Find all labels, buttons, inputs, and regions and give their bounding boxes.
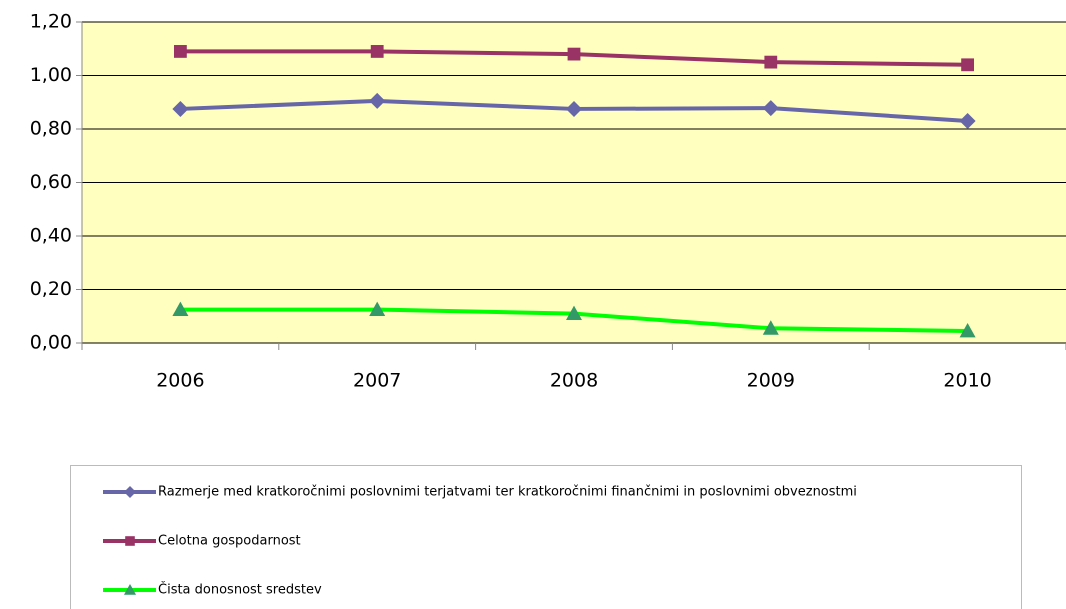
y-tick-label: 0,40 (30, 225, 72, 247)
marker (567, 47, 581, 61)
y-tick-label: 1,00 (30, 64, 72, 86)
marker (959, 112, 976, 129)
x-tick-label: 2008 (550, 370, 598, 392)
marker (124, 486, 136, 498)
x-tick-label: 2010 (943, 370, 991, 392)
x-tick-label: 2007 (353, 370, 401, 392)
x-tick-label: 2006 (156, 370, 204, 392)
marker (566, 100, 582, 117)
legend-box (70, 465, 1022, 609)
marker (172, 100, 189, 117)
marker (959, 322, 976, 338)
legend-label: Razmerje med kratkoročnimi poslovnimi te… (158, 485, 857, 500)
x-tick-label: 2009 (747, 370, 795, 392)
marker (172, 301, 189, 316)
marker (369, 92, 386, 109)
marker (961, 58, 974, 72)
marker (125, 536, 135, 546)
legend-label: Celotna gospodarnost (158, 534, 301, 549)
marker (370, 45, 384, 58)
marker (174, 45, 187, 58)
y-tick-label: 1,20 (30, 11, 72, 33)
marker (369, 301, 386, 316)
marker (124, 584, 136, 595)
y-tick-label: 0,80 (30, 118, 72, 140)
y-tick-label: 0,20 (30, 278, 72, 300)
legend-label: Čista donosnost sredstev (158, 582, 322, 598)
y-tick-label: 0,60 (30, 171, 72, 193)
marker (762, 320, 779, 335)
marker (762, 100, 779, 117)
marker (764, 55, 778, 69)
y-tick-label: 0,00 (30, 332, 72, 354)
marker (566, 305, 582, 320)
